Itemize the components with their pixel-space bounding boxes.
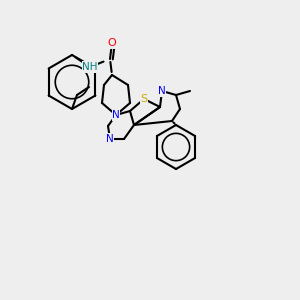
- Text: S: S: [140, 94, 148, 104]
- Text: N: N: [106, 134, 114, 144]
- Text: N: N: [158, 86, 166, 96]
- Text: NH: NH: [82, 62, 98, 72]
- Text: N: N: [112, 110, 120, 120]
- Text: O: O: [108, 38, 116, 48]
